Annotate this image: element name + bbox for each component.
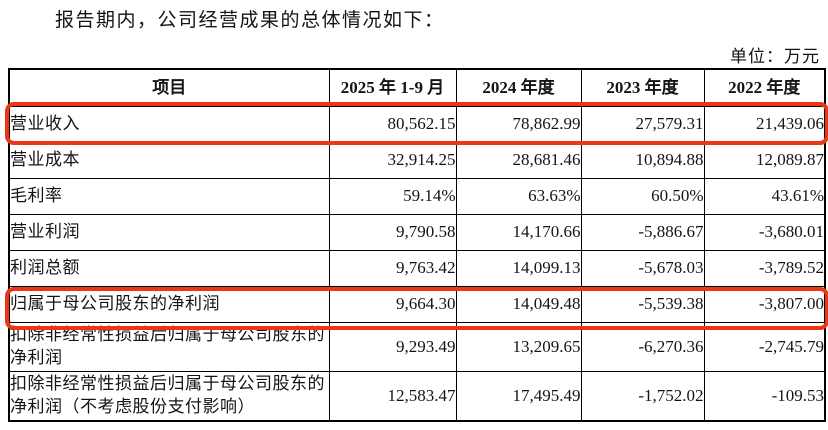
table-row-gross-margin: 毛利率 59.14% 63.63% 60.50% 43.61% — [8, 178, 826, 215]
cell-value: 9,790.58 — [328, 214, 457, 251]
cell-value: -5,539.38 — [580, 286, 705, 323]
row-label: 毛利率 — [8, 178, 330, 215]
row-label: 营业成本 — [8, 142, 330, 179]
cell-value: 12,583.47 — [328, 371, 457, 422]
cell-value: 60.50% — [580, 178, 705, 215]
intro-paragraph: 报告期内，公司经营成果的总体情况如下： — [55, 10, 445, 31]
header-2022: 2022 年度 — [703, 68, 826, 107]
table-row-net-profit-deducted-ex-sbc: 扣除非经常性损益后归属于母公司股东的净利润（不考虑股份支付影响） 12,583.… — [8, 371, 826, 422]
financial-results-table: 项目 2025 年 1-9 月 2024 年度 2023 年度 2022 年度 … — [8, 68, 826, 422]
cell-value: -3,680.01 — [703, 214, 826, 251]
cell-value: -109.53 — [703, 371, 826, 422]
cell-value: 21,439.06 — [703, 106, 826, 143]
cell-value: 17,495.49 — [455, 371, 582, 422]
cell-value: 59.14% — [328, 178, 457, 215]
table-row-cost: 营业成本 32,914.25 28,681.46 10,894.88 12,08… — [8, 142, 826, 179]
table-row-total-profit: 利润总额 9,763.42 14,099.13 -5,678.03 -3,789… — [8, 250, 826, 287]
cell-value: 28,681.46 — [455, 142, 582, 179]
row-label: 归属于母公司股东的净利润 — [8, 286, 330, 323]
row-label: 营业收入 — [8, 106, 330, 143]
header-row: 项目 2025 年 1-9 月 2024 年度 2023 年度 2022 年度 — [8, 68, 826, 107]
financial-results-table-container: 项目 2025 年 1-9 月 2024 年度 2023 年度 2022 年度 … — [5, 68, 828, 422]
row-label: 扣除非经常性损益后归属于母公司股东的净利润 — [8, 322, 330, 372]
cell-value: 78,862.99 — [455, 106, 582, 143]
header-2025: 2025 年 1-9 月 — [328, 68, 457, 107]
cell-value: -3,789.52 — [703, 250, 826, 287]
unit-label: 单位：万元 — [730, 47, 820, 66]
cell-value: 80,562.15 — [328, 106, 457, 143]
cell-value: -2,745.79 — [703, 322, 826, 372]
table-row-net-profit-deducted: 扣除非经常性损益后归属于母公司股东的净利润 9,293.49 13,209.65… — [8, 322, 826, 372]
row-label: 营业利润 — [8, 214, 330, 251]
cell-value: -5,886.67 — [580, 214, 705, 251]
header-2023: 2023 年度 — [580, 68, 705, 107]
table-row-net-profit-parent: 归属于母公司股东的净利润 9,664.30 14,049.48 -5,539.3… — [8, 286, 826, 323]
cell-value: 10,894.88 — [580, 142, 705, 179]
cell-value: 13,209.65 — [455, 322, 582, 372]
cell-value: -3,807.00 — [703, 286, 826, 323]
cell-value: 12,089.87 — [703, 142, 826, 179]
cell-value: 63.63% — [455, 178, 582, 215]
table-row-revenue: 营业收入 80,562.15 78,862.99 27,579.31 21,43… — [8, 106, 826, 143]
cell-value: 43.61% — [703, 178, 826, 215]
cell-value: -6,270.36 — [580, 322, 705, 372]
cell-value: 14,049.48 — [455, 286, 582, 323]
cell-value: 27,579.31 — [580, 106, 705, 143]
table-row-operating-profit: 营业利润 9,790.58 14,170.66 -5,886.67 -3,680… — [8, 214, 826, 251]
cell-value: -5,678.03 — [580, 250, 705, 287]
header-item: 项目 — [8, 68, 330, 107]
cell-value: 32,914.25 — [328, 142, 457, 179]
cell-value: 9,293.49 — [328, 322, 457, 372]
cell-value: 14,170.66 — [455, 214, 582, 251]
cell-value: 14,099.13 — [455, 250, 582, 287]
cell-value: 9,763.42 — [328, 250, 457, 287]
row-label: 利润总额 — [8, 250, 330, 287]
header-2024: 2024 年度 — [455, 68, 582, 107]
row-label: 扣除非经常性损益后归属于母公司股东的净利润（不考虑股份支付影响） — [8, 371, 330, 422]
cell-value: -1,752.02 — [580, 371, 705, 422]
cell-value: 9,664.30 — [328, 286, 457, 323]
